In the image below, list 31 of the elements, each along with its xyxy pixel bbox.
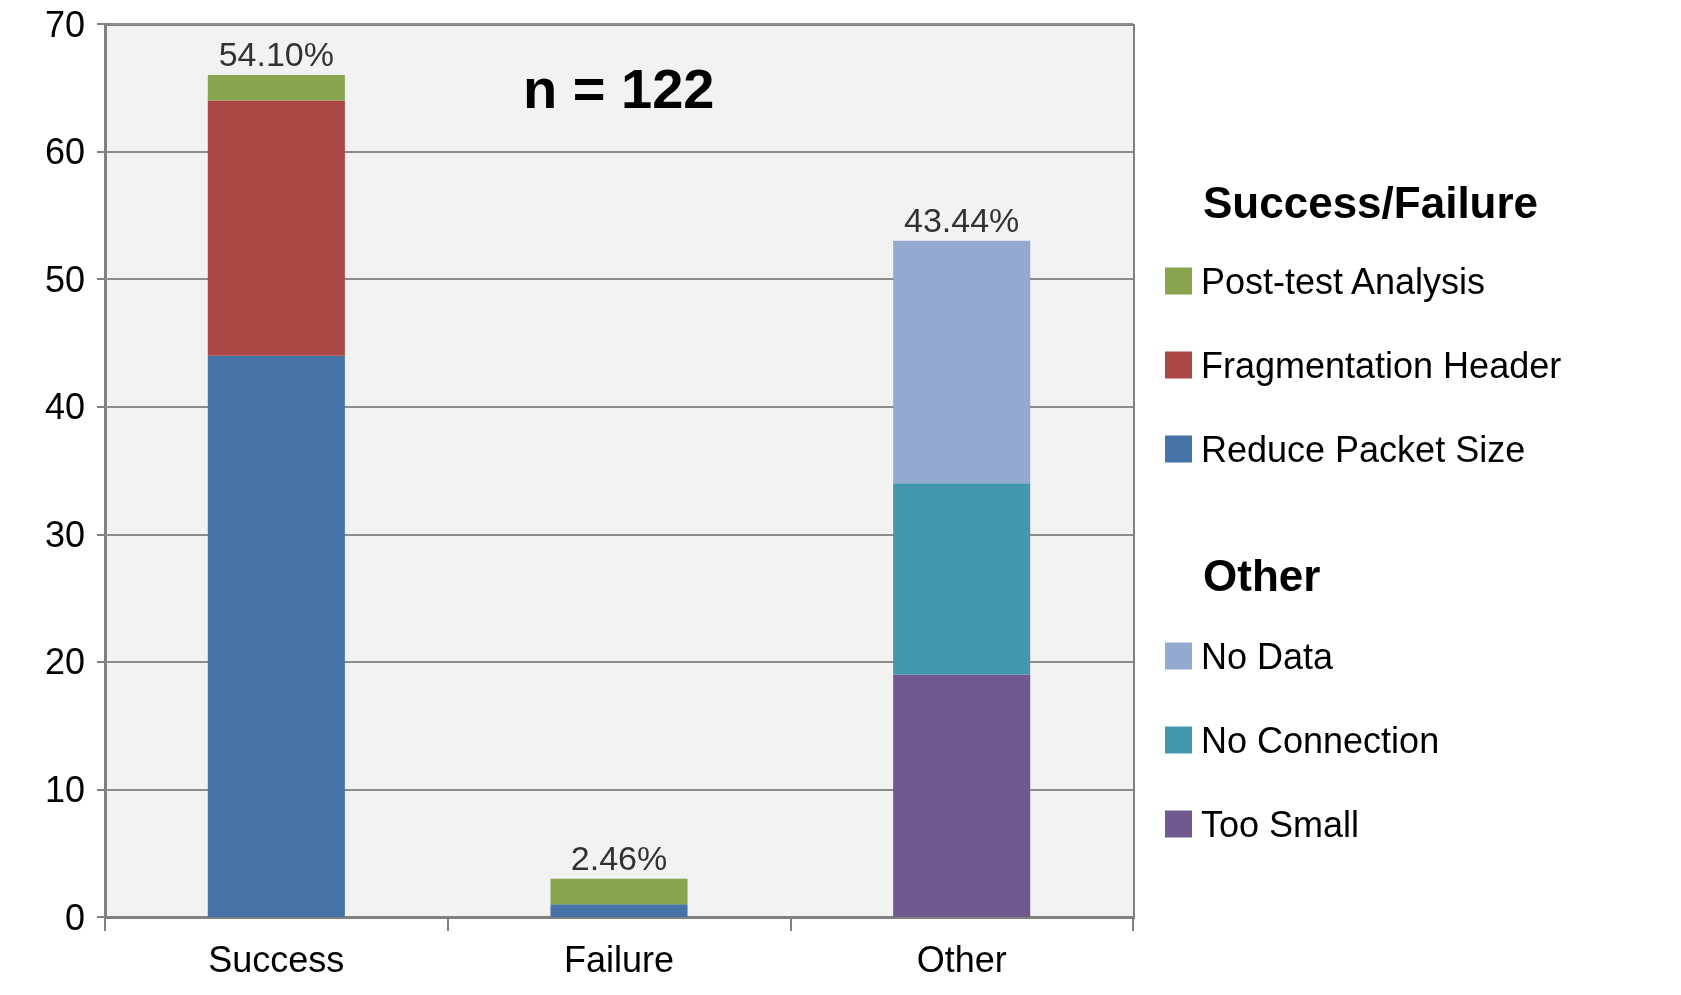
legend-title: Success/Failure [1203,177,1539,227]
legend-label: Fragmentation Header [1201,344,1562,386]
bar [893,483,1031,675]
text: Other [1203,550,1321,600]
y-tick-label: 10 [44,768,85,810]
annotation: n = 122 [523,56,715,120]
y-tick-label: 30 [44,513,85,555]
annotation: 54.10% [218,35,334,74]
bar [550,878,688,905]
y-tick-label: 20 [44,641,85,683]
bar [893,240,1031,484]
bar [207,100,345,356]
bar [893,674,1031,917]
y-tick-label: 40 [44,386,85,428]
x-tick-label: Other [916,938,1007,980]
y-tick-label: 50 [44,258,85,300]
legend-label: No Data [1201,635,1335,677]
legend-label: Too Small [1201,803,1360,845]
legend-label: No Connection [1201,719,1440,761]
annotation: 2.46% [570,838,668,877]
annotation: 43.44% [904,200,1020,239]
bar [207,75,345,101]
y-tick-label: 60 [44,131,85,173]
x-tick-label: Failure [563,938,675,980]
bar [550,904,688,917]
legend-label: Reduce Packet Size [1201,428,1526,470]
y-tick-label: 0 [64,896,85,938]
bar [207,355,345,917]
y-tick-label: 70 [44,3,85,45]
x-tick-label: Success [208,938,345,980]
legend-label: Post-test Analysis [1201,260,1486,302]
